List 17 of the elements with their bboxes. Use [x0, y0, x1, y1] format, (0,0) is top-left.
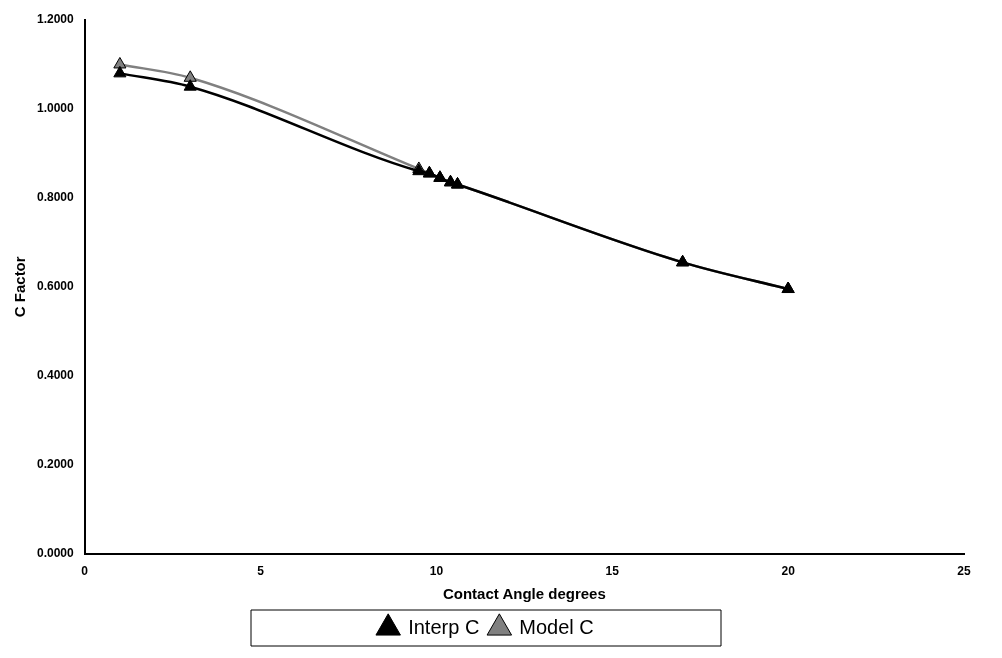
- x-tick-label: 5: [257, 564, 265, 579]
- x-tick-label: 10: [429, 564, 444, 579]
- x-tick-label: 25: [957, 564, 971, 579]
- x-tick-label: 20: [781, 564, 796, 579]
- y-tick-label: 0.0000: [37, 545, 75, 560]
- legend-label: Interp C: [408, 615, 480, 638]
- y-tick-label: 0.2000: [37, 456, 75, 471]
- y-tick-label: 0.8000: [37, 190, 75, 205]
- y-tick-label: 1.0000: [37, 101, 75, 116]
- x-tick-label: 0: [81, 564, 89, 579]
- y-tick-label: 0.4000: [37, 368, 75, 383]
- legend-label: Model C: [519, 615, 594, 638]
- y-tick-label: 1.2000: [37, 12, 75, 27]
- x-axis-title: Contact Angle degrees: [442, 585, 606, 603]
- y-tick-label: 0.6000: [37, 279, 75, 294]
- y-axis-title: C Factor: [11, 256, 29, 318]
- x-tick-label: 15: [605, 564, 620, 579]
